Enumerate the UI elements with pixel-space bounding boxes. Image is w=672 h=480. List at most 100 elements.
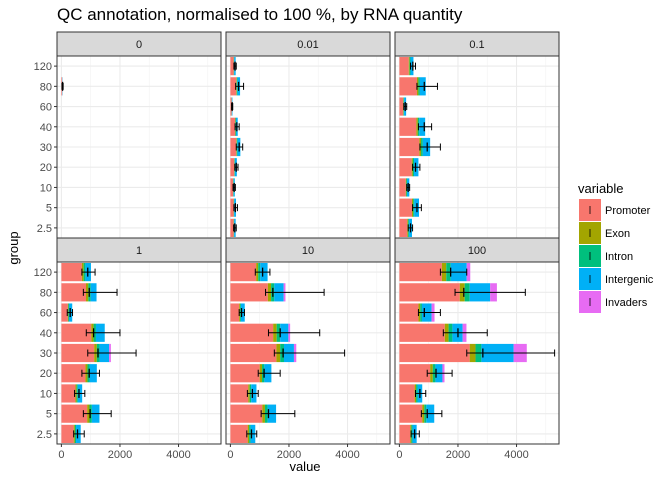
error-bar-60 (238, 308, 245, 318)
y-tick-label: 2.5 (37, 429, 52, 441)
error-bar-2_5 (410, 429, 420, 439)
x-tick-label: 2000 (446, 449, 470, 461)
legend-items: Promoter Exon Intron Intergenic Invaders (579, 199, 654, 313)
x-axis-title: value (289, 459, 320, 474)
bar-promoter-120 (230, 263, 257, 282)
y-tick-label: 80 (40, 81, 52, 93)
y-tick-label: 120 (34, 61, 52, 73)
bar-promoter-40 (61, 323, 92, 342)
bar-promoter-60 (230, 97, 232, 116)
bar-promoter-80 (399, 77, 417, 96)
bar-promoter-30 (399, 137, 420, 157)
error-bar-10 (232, 182, 236, 192)
error-bar-80 (82, 287, 118, 297)
bar-promoter-5 (61, 404, 88, 423)
facet-strip (56, 237, 222, 263)
legend-label-invaders: Invaders (605, 297, 648, 309)
x-tick-label: 0 (58, 449, 64, 461)
bar-promoter-80 (230, 77, 237, 96)
bar-promoter-60 (399, 303, 419, 322)
bar-exon-40 (416, 117, 418, 136)
bar-promoter-5 (399, 198, 412, 217)
facet-panel-100: 100 0 2000 4000 (394, 237, 560, 461)
bar-promoter-20 (230, 158, 235, 177)
y-tick-label: 20 (40, 368, 52, 380)
error-bar-120 (81, 267, 96, 277)
error-bar-30 (466, 348, 556, 358)
bar-promoter-120 (61, 263, 82, 282)
error-bar-120 (439, 267, 468, 277)
error-bar-30 (235, 142, 244, 152)
bar-promoter-40 (230, 323, 274, 342)
bar-promoter-20 (230, 364, 260, 383)
error-bar-40 (85, 328, 121, 338)
error-bar-60 (403, 102, 408, 112)
error-bar-2_5 (73, 429, 85, 439)
error-bar-2_5 (407, 223, 414, 233)
x-tick-label: 2000 (277, 449, 301, 461)
error-bar-10 (406, 182, 411, 192)
error-bar-30 (419, 142, 441, 152)
legend-item-promoter: Promoter (579, 199, 651, 221)
error-bar-5 (260, 409, 296, 419)
bar-promoter-10 (399, 384, 415, 403)
bar-promoter-120 (399, 263, 442, 282)
bar-promoter-2_5 (230, 424, 248, 443)
bar-promoter-120 (399, 57, 409, 76)
error-bar-20 (257, 368, 281, 378)
bar-promoter-80 (399, 283, 460, 302)
y-tick-label: 120 (34, 267, 52, 279)
bar-promoter-30 (230, 343, 277, 363)
bar-promoter-10 (230, 384, 249, 403)
x-tick-label: 4000 (166, 449, 190, 461)
y-tick-label: 30 (40, 348, 52, 360)
facet-panels: 0 120 80 60 40 30 20 10 5 2.5 0.01 0.1 1 120 80 60 40 30 2… (34, 31, 560, 461)
facet-panel-0_1: 0.1 (394, 31, 560, 239)
legend-title: variable (578, 181, 624, 196)
facet-strip-label: 0.1 (469, 39, 484, 51)
bar-promoter-20 (399, 364, 431, 383)
legend-label-intergenic: Intergenic (605, 274, 654, 286)
bar-promoter-10 (61, 384, 76, 403)
y-tick-label: 20 (40, 162, 52, 174)
y-tick-label: 10 (40, 388, 52, 400)
panel-border (225, 261, 391, 445)
error-bar-5 (420, 409, 443, 419)
error-bar-60 (231, 102, 234, 112)
error-bar-5 (233, 203, 238, 213)
bar-promoter-40 (230, 117, 236, 136)
facet-strip (394, 31, 560, 57)
y-axis-title: group (6, 231, 21, 264)
facet-panel-0: 0 120 80 60 40 30 20 10 5 2.5 (34, 31, 222, 239)
bar-promoter-5 (230, 404, 263, 423)
facet-strip (225, 237, 391, 263)
error-bar-40 (417, 122, 433, 132)
error-bar-30 (273, 348, 346, 358)
bar-promoter-5 (230, 198, 234, 217)
x-tick-label: 2000 (108, 449, 132, 461)
error-bar-40 (442, 328, 488, 338)
bar-promoter-80 (230, 283, 268, 302)
bar-promoter-30 (61, 343, 95, 363)
bar-promoter-20 (61, 364, 86, 383)
error-bar-2_5 (246, 429, 258, 439)
bar-promoter-60 (230, 303, 240, 322)
bar-invaders-120 (466, 263, 471, 282)
bar-promoter-40 (399, 117, 417, 136)
x-tick-label: 0 (227, 449, 233, 461)
error-bar-80 (235, 81, 245, 91)
legend-item-intron: Intron (579, 245, 633, 267)
bar-promoter-40 (399, 323, 445, 342)
error-bar-10 (246, 388, 259, 398)
y-tick-label: 5 (46, 409, 52, 421)
y-tick-label: 30 (40, 142, 52, 154)
y-tick-label: 40 (40, 328, 52, 340)
bar-promoter-2_5 (399, 424, 411, 443)
error-bar-20 (412, 162, 421, 172)
bar-promoter-10 (399, 178, 406, 197)
bar-promoter-30 (399, 343, 470, 363)
bar-promoter-60 (399, 97, 404, 116)
error-bar-80 (454, 287, 526, 297)
error-bar-80 (416, 81, 438, 91)
